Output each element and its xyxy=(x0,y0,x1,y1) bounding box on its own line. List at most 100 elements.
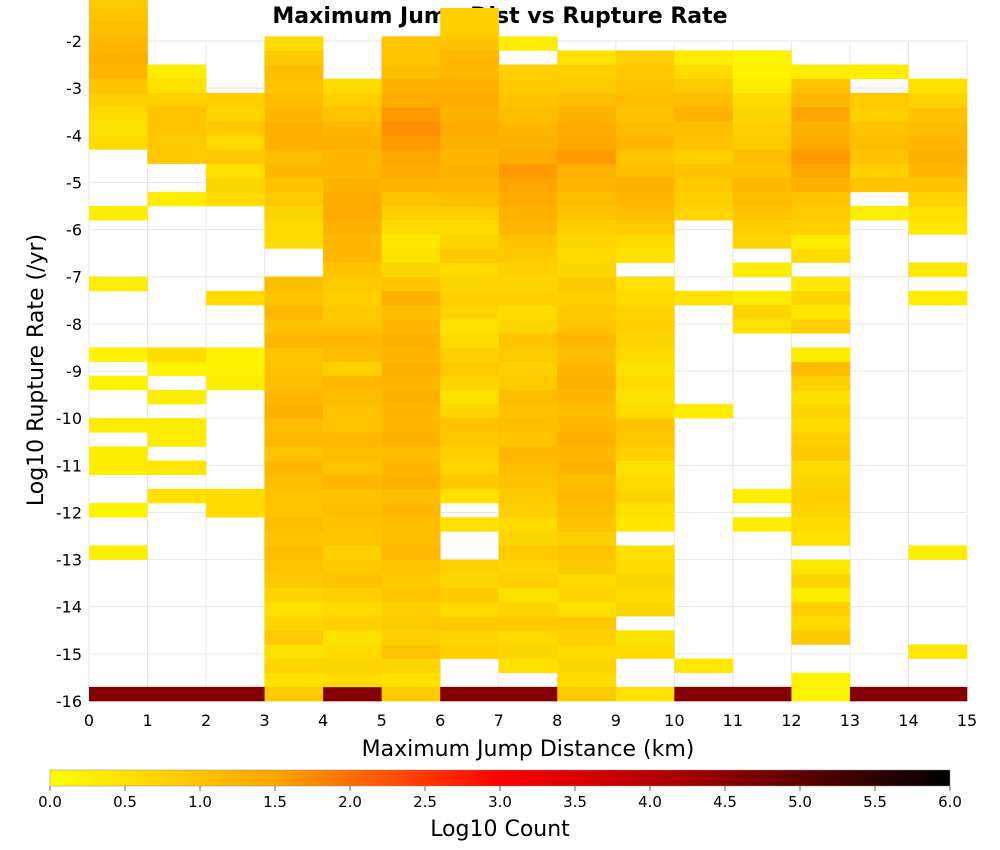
heatmap-cell xyxy=(557,602,617,617)
heatmap-cell xyxy=(498,305,558,320)
y-tick-label: -16 xyxy=(56,692,82,711)
heatmap-cell xyxy=(89,64,148,80)
heatmap-cell xyxy=(323,672,382,688)
heatmap-cell xyxy=(264,78,324,94)
heatmap-cell xyxy=(732,92,792,108)
heatmap-cell xyxy=(908,92,968,108)
y-tick-label: -4 xyxy=(66,126,82,145)
heatmap-cell xyxy=(498,432,558,447)
heatmap-cell xyxy=(264,658,324,674)
heatmap-cell xyxy=(615,446,675,461)
y-tick-label: -8 xyxy=(66,315,82,334)
heatmap-cell xyxy=(791,432,851,447)
heatmap-cell xyxy=(615,234,675,249)
heatmap-cell xyxy=(615,474,675,490)
heatmap-cell xyxy=(264,220,324,235)
heatmap-cell xyxy=(147,418,207,433)
heatmap-cell xyxy=(557,121,617,136)
heatmap-cell xyxy=(615,64,675,80)
heatmap-cell xyxy=(440,220,500,235)
heatmap-cell xyxy=(264,432,324,447)
heatmap-cell xyxy=(323,92,382,108)
heatmap-cell xyxy=(791,517,851,532)
heatmap-cell xyxy=(908,220,968,235)
heatmap-cells xyxy=(89,0,968,702)
heatmap-cell xyxy=(264,177,324,193)
colorbar-tick-label: 6.0 xyxy=(938,793,962,811)
heatmap-cell xyxy=(498,64,558,80)
heatmap-cell xyxy=(440,305,500,320)
heatmap-cell xyxy=(206,290,265,306)
x-tick-label: 12 xyxy=(781,711,801,730)
heatmap-cell xyxy=(264,418,324,433)
heatmap-cell xyxy=(791,587,851,603)
heatmap-cell xyxy=(557,559,617,575)
heatmap-cell xyxy=(147,107,207,122)
heatmap-cell xyxy=(498,474,558,490)
heatmap-cell xyxy=(264,333,324,348)
heatmap-cell xyxy=(147,460,207,476)
y-tick-label: -9 xyxy=(66,362,82,381)
y-tick-label: -2 xyxy=(66,32,82,51)
heatmap-cell xyxy=(674,206,734,221)
heatmap-cell xyxy=(557,319,617,334)
heatmap-cell xyxy=(440,630,500,645)
heatmap-cell xyxy=(674,92,734,108)
heatmap-cell xyxy=(791,488,851,504)
heatmap-cell xyxy=(323,573,382,589)
heatmap-cell xyxy=(147,347,207,362)
heatmap-cell xyxy=(557,333,617,348)
heatmap-cell xyxy=(323,531,382,546)
heatmap-cell xyxy=(264,517,324,532)
heatmap-cell xyxy=(498,121,558,136)
heatmap-cell xyxy=(89,375,148,391)
heatmap-cell xyxy=(147,78,207,94)
heatmap-cell xyxy=(323,191,382,207)
heatmap-cell xyxy=(264,319,324,334)
heatmap-cell xyxy=(615,78,675,94)
heatmap-cell xyxy=(440,488,500,504)
heatmap-cell xyxy=(615,276,675,292)
heatmap-cell xyxy=(381,319,441,334)
heatmap-cell xyxy=(791,616,851,631)
heatmap-cell xyxy=(440,319,500,334)
heatmap-cell xyxy=(498,135,558,150)
heatmap-cell xyxy=(206,686,265,702)
heatmap-cell xyxy=(791,305,851,320)
heatmap-cell xyxy=(791,375,851,391)
x-tick-label: 3 xyxy=(260,711,270,730)
heatmap-cell xyxy=(908,262,968,278)
heatmap-cell xyxy=(732,686,792,702)
heatmap-cell xyxy=(615,50,675,65)
x-tick-label: 5 xyxy=(377,711,387,730)
heatmap-cell xyxy=(615,389,675,405)
heatmap-cell xyxy=(791,163,851,179)
heatmap-cell xyxy=(908,121,968,136)
heatmap-cell xyxy=(615,107,675,122)
heatmap-cell xyxy=(323,248,382,263)
colorbar-tick-label: 4.5 xyxy=(713,793,737,811)
heatmap-cell xyxy=(440,375,500,391)
heatmap-cell xyxy=(791,531,851,546)
heatmap-cell xyxy=(791,672,851,688)
heatmap-cell xyxy=(498,262,558,278)
heatmap-cell xyxy=(440,333,500,348)
heatmap-cell xyxy=(615,573,675,589)
heatmap-cell xyxy=(557,517,617,532)
heatmap-cell xyxy=(440,92,500,108)
heatmap-cell xyxy=(381,78,441,94)
heatmap-cell xyxy=(557,177,617,193)
heatmap-cell xyxy=(791,121,851,136)
heatmap-cell xyxy=(557,78,617,94)
heatmap-cell xyxy=(147,686,207,702)
heatmap-cell xyxy=(323,389,382,405)
heatmap-cell xyxy=(381,573,441,589)
heatmap-cell xyxy=(206,163,265,179)
colorbar-tick-label: 1.0 xyxy=(188,793,212,811)
y-tick-label: -5 xyxy=(66,173,82,192)
heatmap-cell xyxy=(791,191,851,207)
colorbar-tick-label: 1.5 xyxy=(263,793,287,811)
heatmap-cell xyxy=(674,177,734,193)
heatmap-cell xyxy=(674,50,734,65)
heatmap-cell xyxy=(791,248,851,263)
